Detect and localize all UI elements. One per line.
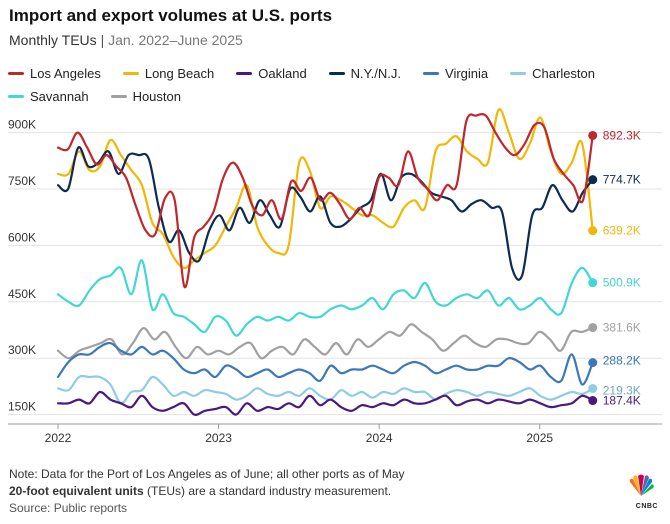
legend-swatch <box>110 95 127 98</box>
series-line <box>56 113 594 288</box>
series-line <box>56 341 594 386</box>
chart-subtitle: Monthly TEUs | Jan. 2022–June 2025 <box>9 32 243 48</box>
legend-label: Oakland <box>258 66 307 81</box>
legend-swatch <box>8 95 24 98</box>
chart-legend: Los Angeles Long Beach Oakland N.Y./N.J. Vir… <box>8 66 648 104</box>
legend-item: Savannah <box>8 89 89 104</box>
series-end-dot <box>588 278 598 288</box>
series-end-label: 381.6K <box>603 321 641 335</box>
chart-footer: Note: Data for the Port of Los Angeles a… <box>9 466 405 517</box>
footer-source: Source: Public reports <box>9 501 128 515</box>
series-line <box>56 390 594 416</box>
series-line <box>56 259 594 337</box>
logo-text: CNBC <box>635 503 658 510</box>
legend-swatch <box>423 72 440 75</box>
legend-swatch <box>236 72 253 75</box>
series-end-markers: 381.6K 288.2K 219.3K 500.9K 187.4K 639.2K 774.… <box>588 128 641 408</box>
x-tick-label: 2023 <box>205 431 232 445</box>
x-tick-label: 2025 <box>526 431 553 445</box>
legend-label: Houston <box>132 89 181 104</box>
footer-teu-bold: 20-foot equivalent units <box>9 484 144 498</box>
y-tick-label: 450K <box>8 287 36 301</box>
y-tick-label: 900K <box>8 118 36 132</box>
series-end-dot <box>588 226 598 236</box>
series-end-dot <box>588 175 598 185</box>
series-line <box>56 323 594 360</box>
legend-item: Virginia <box>423 66 488 81</box>
legend-item: Oakland <box>236 66 307 81</box>
subtitle-main: Monthly TEUs <box>9 32 97 48</box>
legend-swatch <box>328 72 345 75</box>
x-tick-label: 2024 <box>366 431 393 445</box>
series-end-label: 892.3K <box>603 128 641 142</box>
peacock-logo-icon <box>629 474 654 496</box>
legend-swatch <box>8 72 24 75</box>
footer-teu-rest: (TEUs) are a standard industry measureme… <box>143 484 392 498</box>
y-tick-label: 750K <box>8 174 36 188</box>
subtitle-separator: | <box>100 32 105 48</box>
series-end-label: 774.7K <box>603 173 641 187</box>
series-end-dot <box>588 384 598 394</box>
grid-lines <box>8 132 662 416</box>
x-tick-label: 2022 <box>45 431 72 445</box>
legend-label: Long Beach <box>144 66 215 81</box>
series-end-dot <box>588 396 598 406</box>
legend-label: Charleston <box>532 66 596 81</box>
series-lines <box>56 108 594 416</box>
legend-item: Long Beach <box>122 66 215 81</box>
subtitle-range: Jan. 2022–June 2025 <box>108 32 243 48</box>
legend-label: N.Y./N.J. <box>350 66 402 81</box>
series-end-dot <box>588 130 598 140</box>
series-end-label: 187.4K <box>603 394 641 408</box>
series-end-label: 500.9K <box>603 276 641 290</box>
series-line <box>56 146 594 281</box>
legend-label: Virginia <box>445 66 489 81</box>
footer-teu: 20-foot equivalent units (TEUs) are a st… <box>9 483 405 500</box>
x-axis-ticks: 2022 2023 2024 2025 <box>8 423 662 445</box>
series-end-label: 219.3K <box>603 384 641 398</box>
legend-item: Los Angeles <box>8 66 101 81</box>
legend-item: N.Y./N.J. <box>328 66 402 81</box>
footer-note: Note: Data for the Port of Los Angeles a… <box>9 467 405 481</box>
series-end-label: 288.2K <box>603 354 641 368</box>
y-tick-label: 600K <box>8 230 36 244</box>
legend-swatch <box>510 72 527 75</box>
y-tick-label: 150K <box>8 400 36 414</box>
series-end-dot <box>588 323 598 333</box>
series-end-label: 639.2K <box>603 224 641 238</box>
series-line <box>56 108 594 270</box>
series-end-dot <box>588 358 598 368</box>
legend-item: Charleston <box>510 66 595 81</box>
series-line <box>56 374 594 405</box>
y-tick-label: 300K <box>8 343 36 357</box>
legend-item: Houston <box>110 89 181 104</box>
legend-label: Savannah <box>30 89 89 104</box>
legend-swatch <box>122 72 139 75</box>
chart-title: Import and export volumes at U.S. ports <box>9 6 333 25</box>
legend-label: Los Angeles <box>30 66 101 81</box>
y-axis-ticks: 150K 300K 450K 600K 750K 900K <box>8 118 36 414</box>
